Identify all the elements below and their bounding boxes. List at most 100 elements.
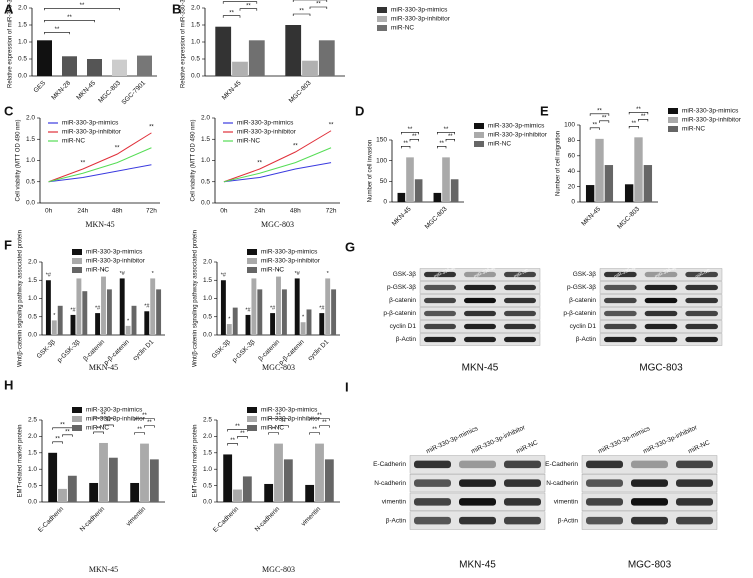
significance-label: ** bbox=[238, 0, 243, 2]
blot-row-label: β-catenin bbox=[569, 297, 596, 304]
significance-label: ** bbox=[403, 141, 408, 147]
blot-band bbox=[685, 336, 718, 343]
y-tick-label: 1.0 bbox=[28, 466, 37, 473]
significance-label: ** bbox=[229, 10, 234, 16]
blot-band bbox=[424, 297, 456, 304]
bar bbox=[283, 459, 293, 502]
legend-swatch bbox=[668, 108, 678, 114]
x-tick-label: p-GSK-3β bbox=[231, 338, 257, 364]
y-tick-label: 1.5 bbox=[28, 450, 37, 457]
blot-band bbox=[504, 516, 541, 525]
blot-row-label: β-catenin bbox=[389, 297, 416, 304]
significance-label: *# bbox=[144, 304, 150, 310]
y-tick-label: 0.5 bbox=[28, 313, 37, 320]
y-tick-label: 2.0 bbox=[28, 433, 37, 440]
x-tick-label: GSK-3β bbox=[36, 338, 58, 360]
bar bbox=[643, 165, 653, 202]
y-tick-label: 1.0 bbox=[201, 157, 210, 164]
blot-lane-label: miR-NC bbox=[515, 439, 539, 455]
significance-label: * bbox=[127, 318, 130, 324]
legend-swatch bbox=[72, 258, 82, 264]
y-axis-label: Cell viability (MTT OD 490 nm) bbox=[16, 120, 22, 202]
blot-band bbox=[504, 271, 536, 278]
significance-label: ** bbox=[67, 15, 72, 21]
y-tick-label: 2.0 bbox=[191, 5, 200, 12]
significance-label: ** bbox=[317, 413, 322, 419]
blot-title: MGC-803 bbox=[628, 560, 672, 571]
y-axis-label: Wnt/β-catenin signaling pathway associat… bbox=[193, 230, 199, 367]
x-tick-label: p-GSK-3β bbox=[56, 338, 82, 364]
legend-swatch bbox=[377, 7, 387, 13]
bar bbox=[233, 489, 242, 502]
bar bbox=[624, 184, 634, 202]
y-axis-label: EMT-related marker protein bbox=[193, 424, 199, 497]
significance-label: ** bbox=[96, 427, 101, 433]
x-tick-label: MKN-45 bbox=[391, 205, 413, 227]
blot-band bbox=[504, 498, 541, 506]
bar bbox=[125, 325, 131, 335]
significance-label: ** bbox=[312, 427, 317, 433]
legend-swatch bbox=[247, 425, 257, 431]
y-tick-label: 2.0 bbox=[28, 259, 37, 266]
y-tick-label: 1.0 bbox=[26, 157, 35, 164]
significance-label: ** bbox=[246, 3, 251, 9]
bar bbox=[245, 314, 251, 335]
significance-bracket bbox=[222, 1, 258, 4]
y-tick-label: 100 bbox=[564, 122, 575, 129]
blot-row-label: cyclin D1 bbox=[390, 323, 417, 330]
significance-bracket bbox=[638, 119, 649, 122]
bar bbox=[242, 476, 252, 502]
blot-band bbox=[631, 516, 668, 525]
y-tick-label: 50 bbox=[380, 178, 388, 185]
blot-band bbox=[464, 323, 496, 330]
significance-bracket bbox=[628, 126, 639, 129]
bar bbox=[274, 443, 283, 502]
y-tick-label: 1.0 bbox=[203, 295, 212, 302]
bar bbox=[45, 280, 51, 335]
significance-bracket bbox=[437, 146, 447, 149]
significance-label: ** bbox=[281, 420, 286, 426]
legend-label: miR-NC bbox=[62, 138, 85, 145]
significance-label: * bbox=[102, 269, 105, 275]
y-axis-label: EMT-related marker protein bbox=[18, 424, 24, 497]
bar bbox=[251, 278, 257, 335]
y-tick-label: 0.5 bbox=[28, 482, 37, 489]
x-tick-label: β-catenin bbox=[82, 338, 106, 362]
significance-label: *# bbox=[70, 307, 76, 313]
blot-title: MKN-45 bbox=[459, 560, 496, 571]
blot-band bbox=[644, 336, 678, 343]
line bbox=[48, 132, 152, 183]
blot-band bbox=[685, 284, 718, 291]
panel-label: E bbox=[540, 103, 549, 118]
y-tick-label: 2.0 bbox=[26, 115, 35, 122]
blot-band bbox=[604, 297, 637, 304]
blot-band bbox=[604, 284, 637, 291]
significance-label: ** bbox=[316, 2, 321, 8]
significance-label: * bbox=[327, 271, 330, 277]
significance-bracket bbox=[237, 436, 248, 439]
bar bbox=[325, 278, 331, 335]
x-tick-label: 0h bbox=[220, 208, 228, 215]
legend-label: miR-330-3p-inhibitor bbox=[682, 117, 742, 124]
x-tick-label: vimentin bbox=[125, 505, 147, 527]
y-tick-label: 2.0 bbox=[201, 115, 210, 122]
legend-label: miR-330-3p-mimics bbox=[86, 249, 143, 256]
blot-band bbox=[676, 479, 713, 487]
significance-bracket bbox=[268, 432, 279, 435]
blot-band bbox=[644, 310, 678, 317]
blot-row-label: p-GSK-3β bbox=[387, 284, 416, 291]
significance-bracket bbox=[401, 146, 411, 149]
bar bbox=[82, 291, 88, 335]
bar bbox=[306, 309, 312, 335]
blot-row-label: p-β-catenin bbox=[383, 310, 416, 317]
bar bbox=[89, 482, 99, 502]
line bbox=[48, 147, 152, 183]
significance-label: ** bbox=[408, 127, 413, 133]
blot-row-label: vimentin bbox=[554, 499, 579, 506]
bar bbox=[119, 278, 125, 335]
blot-band bbox=[464, 271, 496, 278]
x-tick-label: GES bbox=[32, 79, 47, 94]
y-axis-label: Relative expression of miR-330-3p bbox=[8, 0, 14, 88]
y-tick-label: 60 bbox=[568, 153, 576, 160]
legend-swatch bbox=[668, 117, 678, 123]
